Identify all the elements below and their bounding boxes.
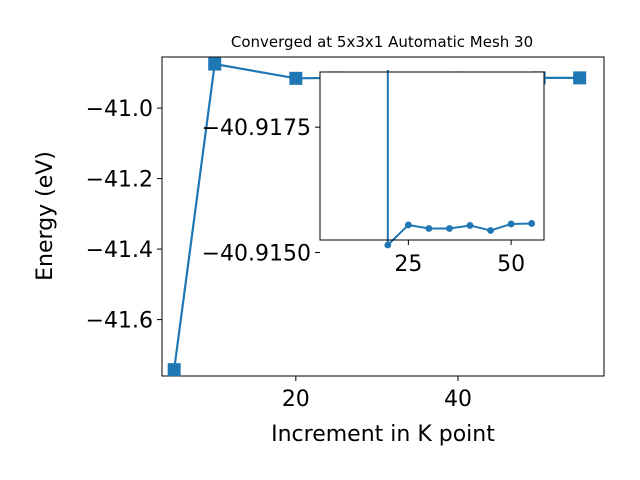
inset-x-tick-label: 50: [497, 252, 525, 277]
inset-y-tick-label: −40.9175: [202, 116, 311, 141]
inset-data-point: [446, 225, 453, 232]
inset-plot: 25 50 −40.9175 −40.9150: [202, 70, 545, 277]
main-plot-frame: [161, 56, 605, 377]
inset-data-point: [487, 227, 494, 234]
main-data-point: [573, 71, 587, 85]
inset-x-tick-label: 25: [394, 252, 422, 277]
inset-data-point: [528, 220, 536, 227]
y-tick-label: −41.4: [86, 238, 153, 263]
inset-data-point: [425, 225, 433, 232]
inset-plot-background: [320, 72, 544, 240]
y-tick-label: −41.2: [86, 168, 153, 193]
x-tick-label: 20: [282, 387, 310, 412]
y-tick-label: −41.6: [86, 309, 153, 334]
inset-data-point: [466, 222, 474, 229]
main-data-point: [289, 71, 303, 85]
inset-data-point: [384, 241, 392, 249]
inset-data-point: [507, 220, 515, 228]
chart-title: Converged at 5x3x1 Automatic Mesh 30: [231, 33, 533, 51]
x-axis-label: Increment in K point: [271, 422, 495, 447]
inset-y-tick-label: −40.9150: [202, 242, 311, 267]
y-tick-label: −41.0: [86, 97, 153, 122]
main-data-point: [208, 57, 222, 71]
main-data-point: [167, 363, 181, 377]
y-axis-label: Energy (eV): [33, 151, 58, 281]
inset-data-point: [404, 221, 412, 229]
inset-plot-frame: [319, 71, 545, 241]
x-tick-label: 40: [444, 387, 472, 412]
